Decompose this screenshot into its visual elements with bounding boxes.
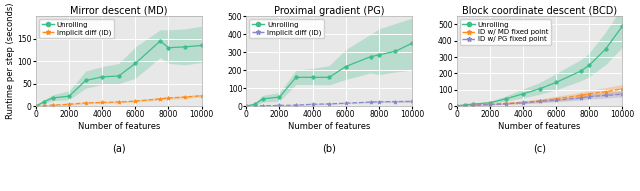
Title: Mirror descent (MD): Mirror descent (MD) [70,6,168,15]
X-axis label: Number of features: Number of features [288,122,371,131]
Title: Proximal gradient (PG): Proximal gradient (PG) [274,6,385,15]
Legend: Unrolling, Implicit diff (ID): Unrolling, Implicit diff (ID) [249,19,324,38]
Legend: Unrolling, Implicit diff (ID): Unrolling, Implicit diff (ID) [39,19,114,38]
Title: Block coordinate descent (BCD): Block coordinate descent (BCD) [462,6,617,15]
Text: (c): (c) [533,144,546,154]
Legend: Unrolling, ID w/ MD fixed point, ID w/ PG fixed point: Unrolling, ID w/ MD fixed point, ID w/ P… [460,19,551,45]
Text: (a): (a) [112,144,125,154]
X-axis label: Number of features: Number of features [499,122,580,131]
X-axis label: Number of features: Number of features [77,122,160,131]
Y-axis label: Runtime per step (seconds): Runtime per step (seconds) [6,3,15,119]
Text: (b): (b) [322,144,336,154]
